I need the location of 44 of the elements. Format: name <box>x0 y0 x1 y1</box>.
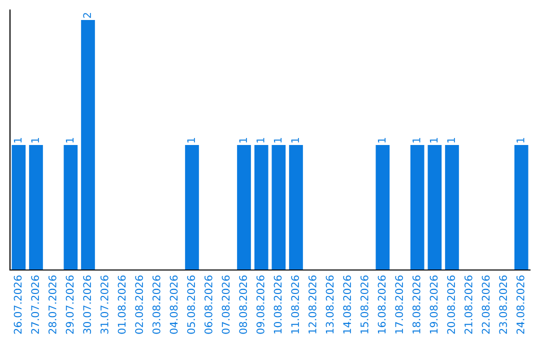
data-label: 1 <box>412 138 420 142</box>
x-tick-label: 19.08.2026 <box>430 276 438 334</box>
x-tick-label: 13.08.2026 <box>326 276 334 334</box>
data-label: 1 <box>239 138 247 142</box>
x-tick-label: 03.08.2026 <box>152 276 160 334</box>
x-tick-label: 31.07.2026 <box>100 276 108 334</box>
data-label: 2 <box>83 13 91 18</box>
x-tick-label: 04.08.2026 <box>170 276 178 334</box>
x-tick-label: 06.08.2026 <box>204 276 212 334</box>
x-tick-label: 21.08.2026 <box>464 276 472 334</box>
x-tick-label: 14.08.2026 <box>343 276 352 334</box>
x-tick-label: 11.08.2026 <box>291 276 300 334</box>
x-tick-label: 24.08.2026 <box>516 276 524 334</box>
x-tick-label: 29.07.2026 <box>66 276 74 334</box>
data-label: 1 <box>516 138 524 142</box>
x-tick-label: 27.07.2026 <box>31 276 40 334</box>
x-tick-label: 15.08.2026 <box>360 276 368 334</box>
data-label: 1 <box>378 138 386 142</box>
data-label: 1 <box>256 138 264 142</box>
data-label: 1 <box>187 138 195 142</box>
data-label: 1 <box>291 138 299 142</box>
x-tick-label: 08.08.2026 <box>239 276 248 334</box>
x-tick-label: 07.08.2026 <box>222 276 230 334</box>
data-label: 1 <box>274 138 282 142</box>
x-tick-label: 17.08.2026 <box>395 276 404 334</box>
x-tick-label: 16.08.2026 <box>378 276 386 334</box>
x-tick-label: 12.08.2026 <box>308 276 316 334</box>
data-label: 1 <box>447 138 455 142</box>
x-tick-label: 18.08.2026 <box>412 276 420 334</box>
x-tick-label: 26.07.2026 <box>14 276 22 334</box>
x-tick-label: 02.08.2026 <box>135 276 144 334</box>
x-tick-label: 30.07.2026 <box>83 276 92 334</box>
x-tick-label: 01.08.2026 <box>118 276 126 334</box>
x-tick-label: 10.08.2026 <box>274 276 282 334</box>
x-tick-label: 22.08.2026 <box>482 276 490 334</box>
x-tick-label: 28.07.2026 <box>48 276 56 334</box>
x-tick-label: 05.08.2026 <box>187 276 196 334</box>
x-tick-label: 23.08.2026 <box>499 276 508 334</box>
x-tick-label: 09.08.2026 <box>256 276 264 334</box>
data-label: 1 <box>31 138 39 142</box>
x-tick-label: 20.08.2026 <box>447 276 456 334</box>
data-label: 1 <box>66 138 74 142</box>
data-label: 1 <box>14 138 22 142</box>
data-label: 1 <box>430 138 438 142</box>
